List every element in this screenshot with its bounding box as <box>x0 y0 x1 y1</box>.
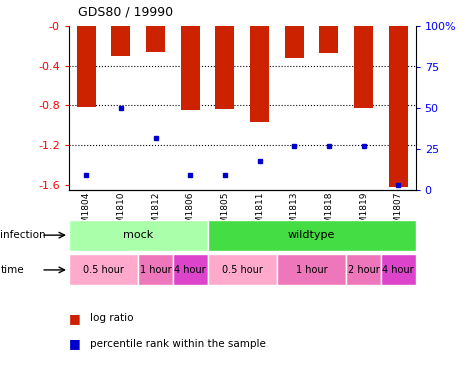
Text: 0.5 hour: 0.5 hour <box>83 265 124 275</box>
Text: 4 hour: 4 hour <box>382 265 414 275</box>
Bar <box>69 254 138 285</box>
Bar <box>76 26 96 108</box>
Text: ■: ■ <box>69 312 81 325</box>
Bar <box>215 26 235 109</box>
Bar <box>180 26 200 111</box>
Bar <box>381 254 416 285</box>
Text: 4 hour: 4 hour <box>174 265 206 275</box>
Bar <box>69 220 208 251</box>
Text: 1 hour: 1 hour <box>140 265 171 275</box>
Text: infection: infection <box>0 230 46 240</box>
Text: 0.5 hour: 0.5 hour <box>222 265 263 275</box>
Text: 1 hour: 1 hour <box>296 265 327 275</box>
Text: wildtype: wildtype <box>288 230 335 240</box>
Text: percentile rank within the sample: percentile rank within the sample <box>90 339 266 349</box>
Bar <box>208 220 416 251</box>
Text: log ratio: log ratio <box>90 313 134 324</box>
Bar <box>354 26 373 108</box>
Text: ■: ■ <box>69 337 81 351</box>
Text: 2 hour: 2 hour <box>348 265 380 275</box>
Bar <box>173 254 208 285</box>
Bar <box>208 254 277 285</box>
Text: time: time <box>0 265 24 275</box>
Text: GDS80 / 19990: GDS80 / 19990 <box>78 5 173 18</box>
Bar <box>285 26 304 57</box>
Bar <box>319 26 339 53</box>
Bar <box>146 26 165 52</box>
Text: mock: mock <box>123 230 153 240</box>
Bar <box>389 26 408 187</box>
Bar <box>111 26 131 56</box>
Bar <box>138 254 173 285</box>
Bar <box>250 26 269 123</box>
Bar <box>346 254 381 285</box>
Bar <box>277 254 346 285</box>
